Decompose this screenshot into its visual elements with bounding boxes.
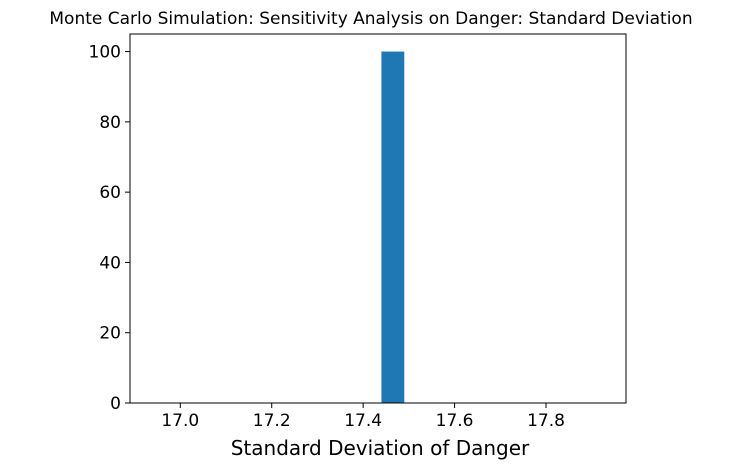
histogram-bar (381, 51, 405, 403)
x-axis: 17.0 17.2 17.4 17.6 17.8 (161, 403, 565, 431)
y-tick-label: 20 (99, 324, 121, 344)
chart-title: Monte Carlo Simulation: Sensitivity Anal… (49, 9, 692, 29)
x-tick-label: 17.6 (436, 411, 474, 431)
x-tick-label: 17.8 (527, 411, 565, 431)
x-axis-label: Standard Deviation of Danger (231, 436, 530, 460)
x-tick-label: 17.0 (161, 411, 199, 431)
y-tick-label: 100 (89, 43, 121, 63)
y-tick-label: 80 (99, 113, 121, 133)
plot-area (381, 51, 405, 403)
y-axis: 0 20 40 60 80 100 (89, 43, 130, 414)
x-tick-label: 17.2 (253, 411, 291, 431)
y-tick-label: 0 (110, 394, 121, 414)
y-tick-label: 60 (99, 183, 121, 203)
plot-frame (129, 33, 627, 404)
x-tick-label: 17.4 (344, 411, 382, 431)
y-tick-label: 40 (99, 253, 121, 273)
